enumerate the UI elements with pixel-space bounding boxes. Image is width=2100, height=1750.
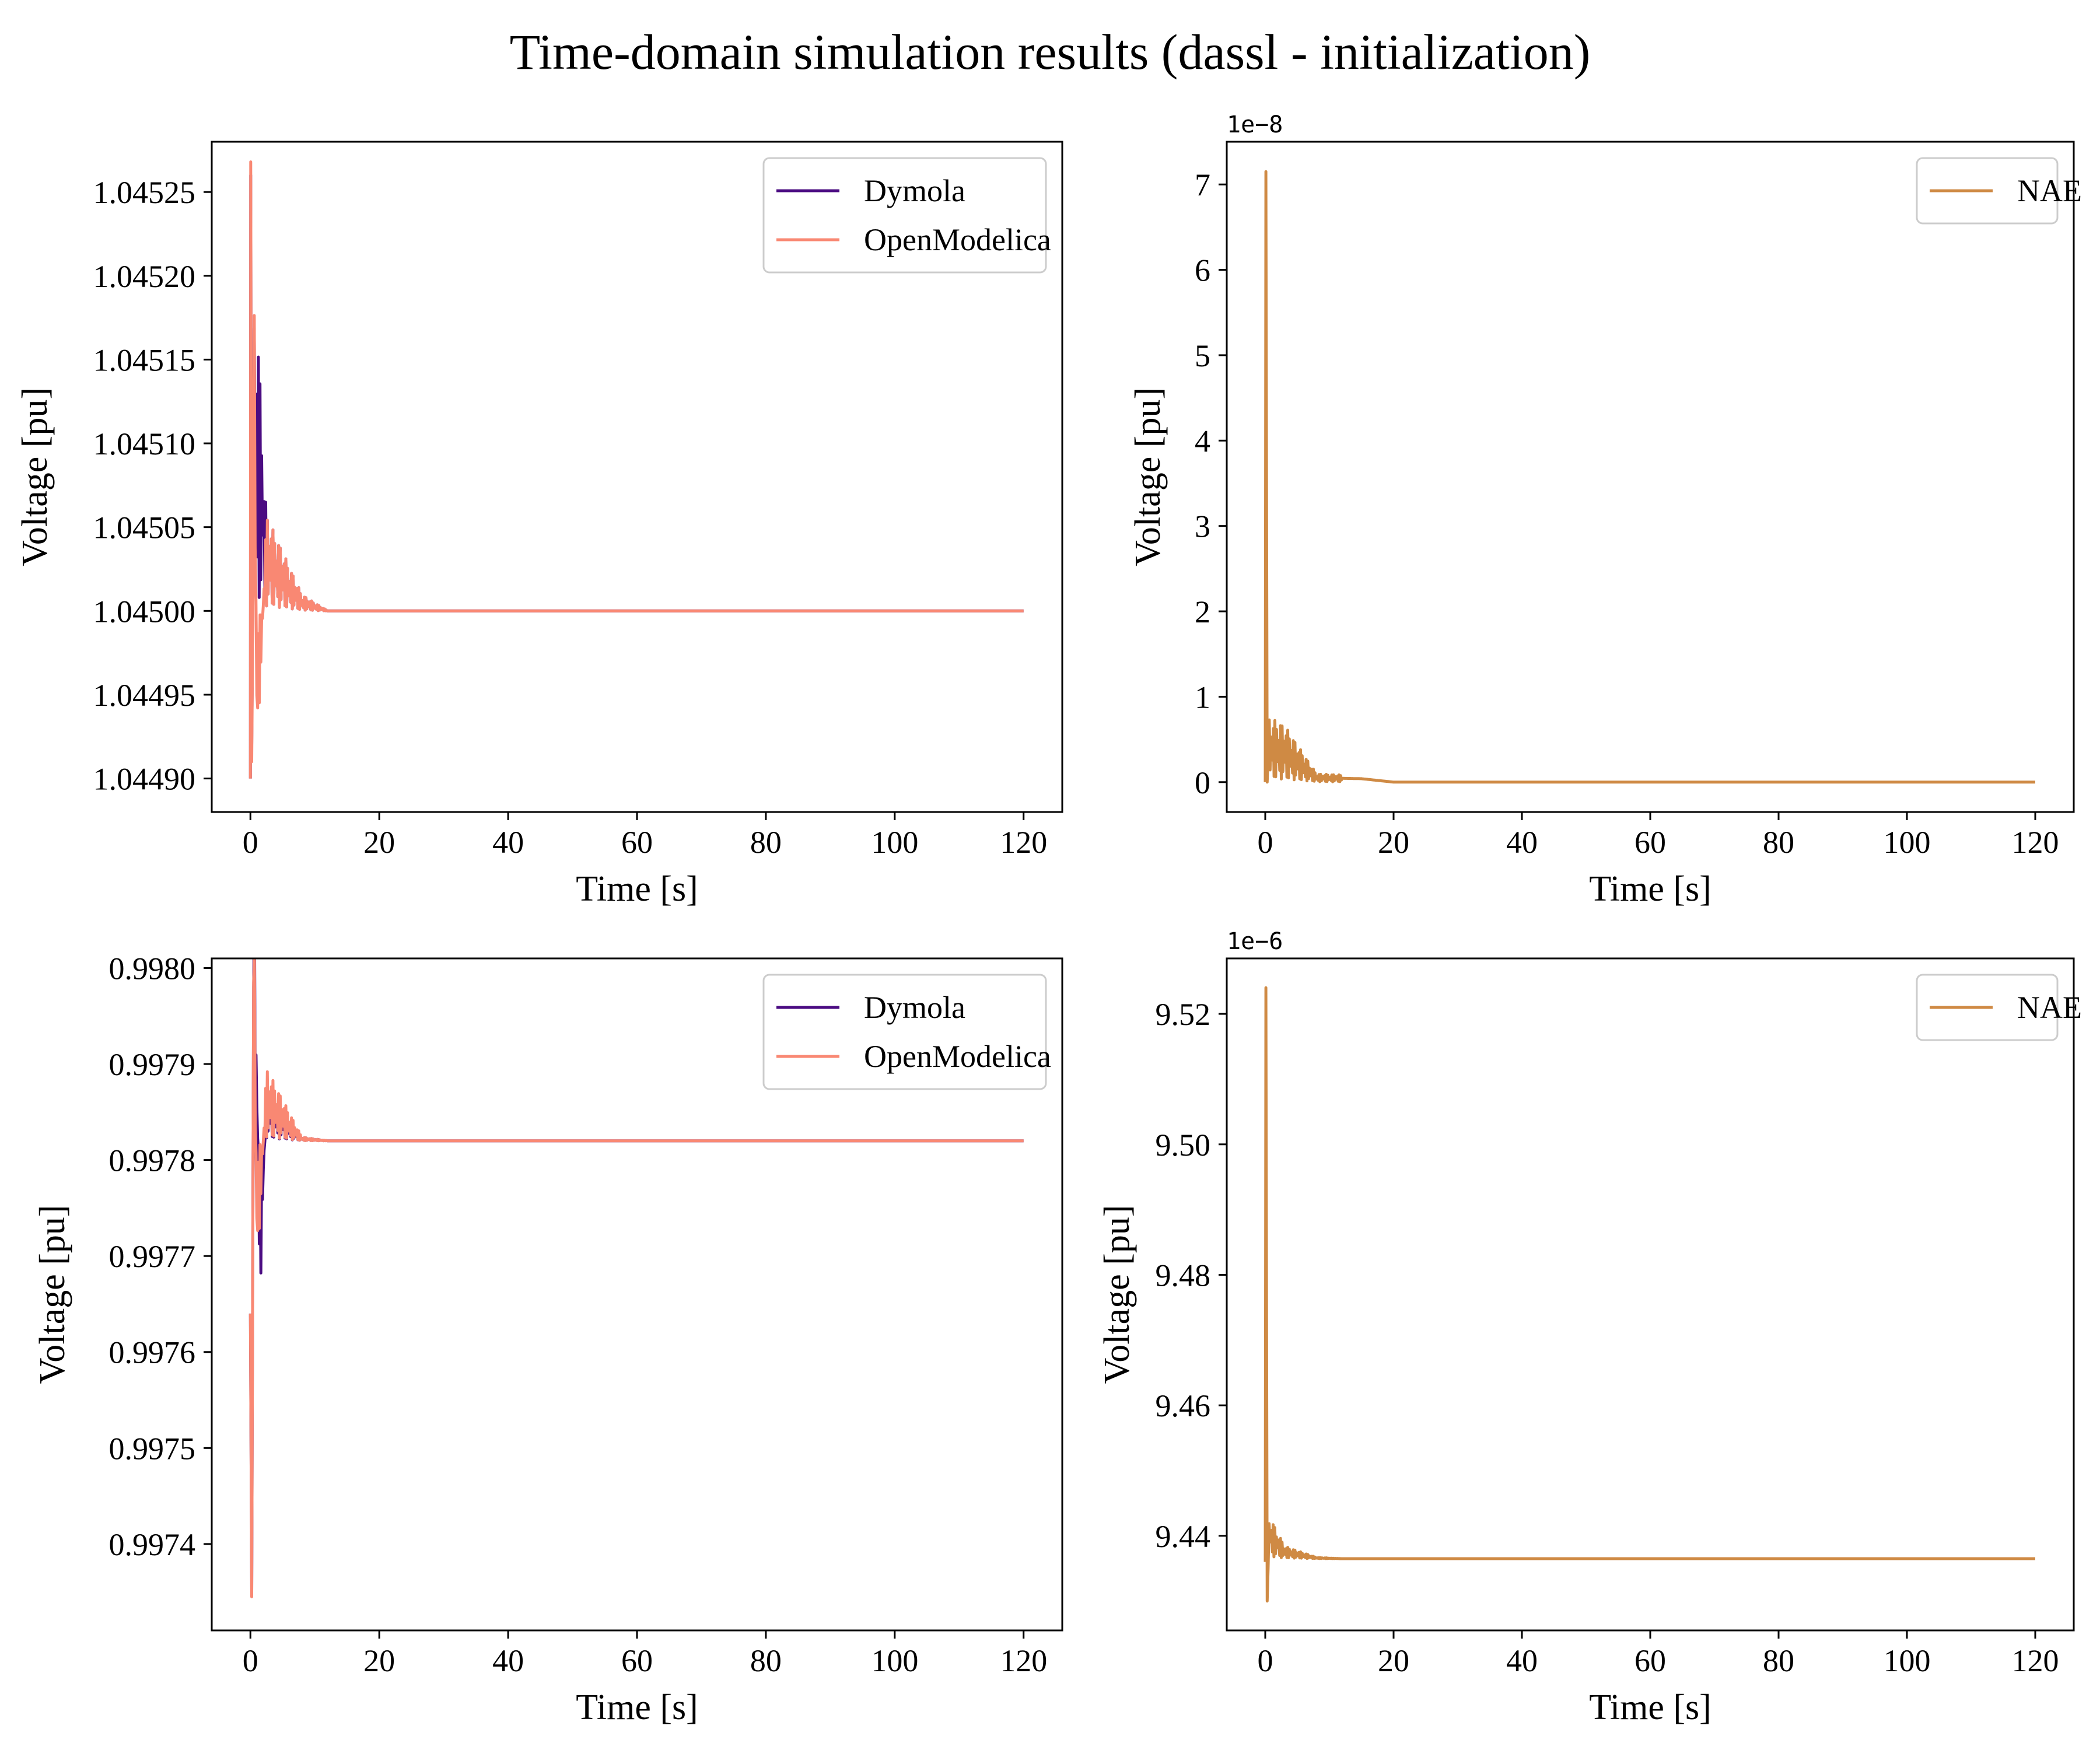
y-tick-label: 9.44 <box>1156 1519 1211 1554</box>
x-axis-label: Time [s] <box>1589 869 1712 909</box>
y-tick-label: 0.9978 <box>109 1143 196 1178</box>
x-tick-label: 100 <box>1884 1643 1931 1678</box>
series-group <box>249 958 1024 1598</box>
y-tick-label: 4 <box>1195 424 1210 459</box>
x-tick-label: 20 <box>1378 825 1409 860</box>
y-axis-label: Voltage [pu] <box>1097 1205 1137 1384</box>
x-tick-label: 40 <box>1506 825 1538 860</box>
figure-title: Time-domain simulation results (dassl - … <box>510 24 1591 80</box>
subplot-1: 0 20 40 60 80 100 120 1.04490 1.04495 1.04500 1.04… <box>15 141 1063 909</box>
series-group <box>1264 170 2035 784</box>
subplots: 0 20 40 60 80 100 1201.044901.044951.045001.04… <box>15 111 2082 1727</box>
x-tick-label: 20 <box>363 1643 395 1678</box>
y-tick-label: 0.9980 <box>109 951 196 986</box>
x-tick-label: 120 <box>1000 825 1047 860</box>
legend: NAE <box>1916 974 2082 1041</box>
x-tick-label: 100 <box>871 1643 918 1678</box>
y-tick-label: 1.04510 <box>93 426 196 461</box>
x-tick-label: 20 <box>1378 1643 1409 1678</box>
subplot-2: 0 20 40 60 80 100 120 0 1 2 3 4 5 6 7 Time [s] Voltage [… <box>1128 111 2082 909</box>
x-tick-label: 60 <box>621 1643 653 1678</box>
x-tick-label: 40 <box>492 1643 524 1678</box>
legend-label: OpenModelica <box>864 222 1051 257</box>
y-tick-label: 0.9975 <box>109 1431 196 1466</box>
y-tick-label: 1.04500 <box>93 594 196 629</box>
legend: NAE <box>1916 157 2082 225</box>
y-tick-label: 1.04490 <box>93 762 196 797</box>
legend-label: NAE <box>2017 173 2082 208</box>
x-tick-label: 0 <box>243 825 258 860</box>
x-tick-label: 80 <box>1763 1643 1794 1678</box>
y-tick-label: 9.46 <box>1156 1388 1211 1423</box>
legend-label: Dymola <box>864 990 965 1025</box>
legend-label: Dymola <box>864 173 965 208</box>
x-tick-label: 120 <box>1000 1643 1047 1678</box>
x-tick-label: 80 <box>750 1643 782 1678</box>
y-tick-label: 6 <box>1195 253 1210 288</box>
y-tick-label: 1.04495 <box>93 678 196 713</box>
series-group <box>249 160 1024 779</box>
y-axis-label: Voltage [pu] <box>1128 387 1168 566</box>
y-tick-label: 1.04525 <box>93 175 196 210</box>
x-tick-label: 60 <box>1634 825 1666 860</box>
y-tick-label: 9.52 <box>1156 997 1211 1032</box>
x-tick-label: 60 <box>621 825 653 860</box>
y-axis-label: Voltage [pu] <box>33 1205 72 1384</box>
y-tick-label: 2 <box>1195 594 1210 629</box>
series-line-nae <box>1264 986 2035 1603</box>
x-tick-label: 100 <box>871 825 918 860</box>
legend-label: NAE <box>2017 990 2082 1025</box>
axis-offset-text: 1e−6 <box>1227 928 1283 955</box>
legend-box <box>762 974 1047 1090</box>
y-tick-label: 1.04520 <box>93 259 196 294</box>
y-tick-label: 0 <box>1195 765 1210 800</box>
x-tick-label: 0 <box>1258 825 1273 860</box>
legend: Dymola OpenModelica <box>762 974 1051 1090</box>
x-axis-label: Time [s] <box>576 869 698 909</box>
series-group <box>1264 986 2035 1603</box>
y-tick-label: 0.9976 <box>109 1335 196 1370</box>
x-tick-label: 0 <box>1258 1643 1273 1678</box>
legend-label: OpenModelica <box>864 1039 1051 1074</box>
y-tick-label: 0.9979 <box>109 1047 196 1082</box>
axis-offset-text: 1e−8 <box>1227 111 1283 138</box>
y-tick-label: 0.9977 <box>109 1239 196 1274</box>
series-line-openmodelica <box>249 958 1024 1598</box>
subplot-4: 0 20 40 60 80 100 120 9.44 9.46 9.48 9.50 9.52 Time … <box>1097 928 2082 1727</box>
x-axis-label: Time [s] <box>1589 1688 1712 1727</box>
x-axis-label: Time [s] <box>576 1688 698 1727</box>
x-tick-label: 40 <box>492 825 524 860</box>
x-tick-label: 80 <box>750 825 782 860</box>
x-tick-label: 120 <box>2012 825 2059 860</box>
x-tick-label: 100 <box>1884 825 1931 860</box>
x-tick-label: 120 <box>2012 1643 2059 1678</box>
y-tick-label: 9.50 <box>1156 1128 1211 1163</box>
legend-box <box>762 157 1047 274</box>
legend: Dymola OpenModelica <box>762 157 1051 274</box>
x-tick-label: 40 <box>1506 1643 1538 1678</box>
y-tick-label: 5 <box>1195 338 1210 373</box>
subplot-3: 0 20 40 60 80 100 120 0.9974 0.9975 0.9976 0.9977 0… <box>33 951 1063 1727</box>
y-axis-label: Voltage [pu] <box>15 387 55 566</box>
y-tick-label: 9.48 <box>1156 1258 1211 1293</box>
y-tick-label: 0.9974 <box>109 1527 196 1562</box>
x-tick-label: 0 <box>243 1643 258 1678</box>
x-tick-label: 80 <box>1763 825 1794 860</box>
x-tick-label: 20 <box>363 825 395 860</box>
series-line-openmodelica <box>249 160 1024 779</box>
y-tick-label: 1 <box>1195 680 1210 715</box>
y-tick-label: 1.04515 <box>93 342 196 377</box>
y-tick-label: 1.04505 <box>93 510 196 545</box>
x-tick-label: 60 <box>1634 1643 1666 1678</box>
y-tick-label: 3 <box>1195 509 1210 544</box>
y-tick-label: 7 <box>1195 167 1210 202</box>
series-line-nae <box>1264 170 2035 784</box>
